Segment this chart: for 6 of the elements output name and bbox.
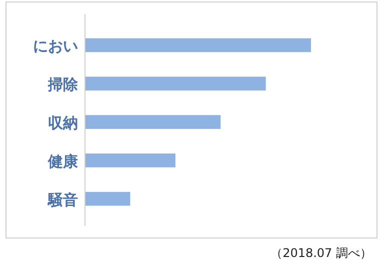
y-tick-label: 掃除 bbox=[47, 76, 79, 94]
y-tick-label: 収納 bbox=[48, 114, 78, 132]
y-tick-label: におい bbox=[33, 37, 78, 56]
y-tick-label: 騒音 bbox=[47, 190, 78, 209]
y-tick-label: 健康 bbox=[47, 152, 79, 170]
text: （2018.07 調べ） bbox=[270, 246, 372, 260]
